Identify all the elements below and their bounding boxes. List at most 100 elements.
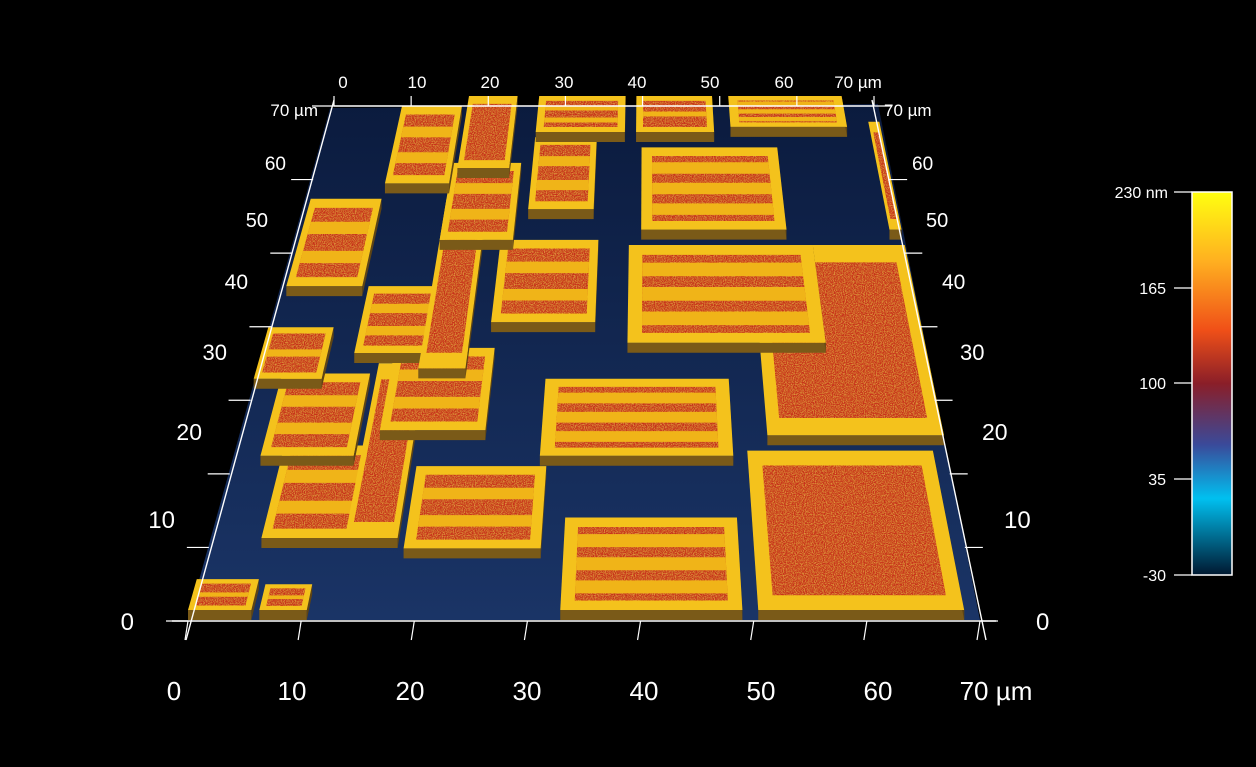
pad-wall	[261, 538, 360, 549]
pad-wall	[259, 610, 307, 620]
right-axis-end-label: 70 µm	[884, 101, 932, 120]
pad-stripe	[556, 411, 718, 423]
pad-wall	[306, 584, 313, 620]
pad-stripe	[545, 105, 619, 111]
front-tick-label: 50	[747, 676, 776, 706]
pad-stripe	[307, 221, 370, 235]
left-axis-line	[185, 99, 335, 641]
surface-features	[188, 96, 965, 620]
pad-wall	[251, 579, 259, 620]
axis-tick	[523, 620, 529, 641]
pad-wall	[354, 353, 435, 363]
pad-surface	[464, 103, 512, 161]
pad-stripe	[422, 487, 534, 500]
front-axis-labels: 0 10 20 30 40 50 60 70 µm	[167, 676, 1033, 706]
pad-wall	[353, 373, 371, 466]
pad-stripe	[544, 117, 618, 123]
left-tick-label: 60	[265, 154, 286, 175]
pad-stripe	[502, 288, 588, 301]
pad-wall	[485, 347, 495, 441]
pad-stripe	[276, 500, 359, 514]
colorbar-tick-label: 35	[1148, 472, 1166, 489]
pad-wall	[321, 327, 334, 389]
pad-stripe	[652, 162, 770, 174]
pad-stripe	[738, 116, 837, 122]
front-tick-label: 60	[864, 676, 893, 706]
axis-tick	[750, 620, 755, 641]
pad-wall	[418, 368, 466, 379]
pad-stripe	[536, 180, 589, 191]
pad-surface	[762, 465, 946, 596]
right-tick-label: 30	[960, 340, 984, 365]
pad-wall	[539, 455, 734, 466]
pad-stripe	[281, 395, 358, 407]
pad-wall	[509, 96, 518, 178]
pad-wall	[286, 286, 363, 297]
pad-stripe	[449, 208, 510, 220]
pad-surface	[500, 248, 590, 314]
axis-tick	[297, 620, 302, 641]
pad-wall	[457, 167, 510, 178]
pad-wall	[449, 106, 462, 194]
pad-surface	[535, 144, 591, 202]
axis-tick	[863, 620, 868, 641]
left-axis-labels: 0 10 20 30 40 50 60 70 µm	[121, 101, 318, 636]
pad-stripe	[738, 109, 836, 114]
pad-wall	[767, 435, 944, 446]
pad-stripe	[395, 152, 449, 164]
pad-stripe	[418, 515, 532, 527]
colorbar: 230 nm 165 100 35 -30	[1115, 185, 1233, 585]
right-tick-label: 20	[982, 419, 1008, 445]
pad-surface	[543, 100, 619, 128]
pad-stripe	[392, 396, 481, 409]
left-tick-label: 30	[203, 340, 227, 365]
pad-stripe	[642, 287, 807, 301]
pad-stripe	[274, 422, 352, 435]
axis-tick	[184, 620, 189, 641]
pad-wall	[403, 548, 541, 559]
front-tick-label: 40	[630, 676, 659, 706]
colorbar-tick-label: 165	[1139, 281, 1166, 298]
pad-stripe	[652, 203, 774, 215]
pad-wall	[889, 229, 902, 240]
colorbar-tick-label: -30	[1143, 568, 1166, 585]
pad-stripe	[538, 156, 590, 167]
pad-surface	[873, 132, 897, 219]
pad-stripe	[267, 595, 304, 599]
pad-stripe	[283, 469, 364, 483]
pad-wall	[595, 239, 599, 333]
pad-stripe	[576, 557, 727, 571]
pad-wall	[627, 342, 826, 353]
axis-ticks	[166, 96, 998, 641]
pad-wall	[730, 126, 848, 137]
right-tick-label: 0	[1036, 609, 1049, 636]
pad-stripe	[299, 250, 364, 264]
back-tick-label: 20	[481, 73, 500, 92]
pad-stripe	[643, 111, 707, 117]
front-tick-label: 20	[396, 676, 425, 706]
back-axis-end-label: 70 µm	[834, 73, 882, 92]
back-tick-label: 0	[338, 73, 347, 92]
pad-stripe	[555, 431, 719, 442]
colorbar-gradient	[1191, 191, 1233, 576]
back-tick-label: 60	[775, 73, 794, 92]
front-tick-label: 0	[167, 676, 181, 706]
pad-stripe	[642, 262, 804, 277]
pad-wall	[624, 96, 626, 142]
pad-stripe	[401, 126, 453, 138]
pad-surface	[447, 171, 514, 232]
right-tick-label: 60	[912, 154, 933, 175]
left-tick-label: 40	[225, 271, 248, 294]
pad-wall	[540, 466, 547, 559]
pad-wall	[188, 610, 252, 620]
left-tick-label: 20	[176, 419, 202, 445]
pad-stripe	[642, 311, 810, 326]
pad-stripe	[575, 580, 728, 594]
pad-wall	[560, 610, 743, 620]
pad-stripe	[365, 326, 432, 336]
pad-wall	[260, 455, 354, 466]
pad-wall	[535, 131, 625, 142]
back-tick-label: 50	[701, 73, 720, 92]
left-tick-label: 50	[246, 210, 268, 232]
